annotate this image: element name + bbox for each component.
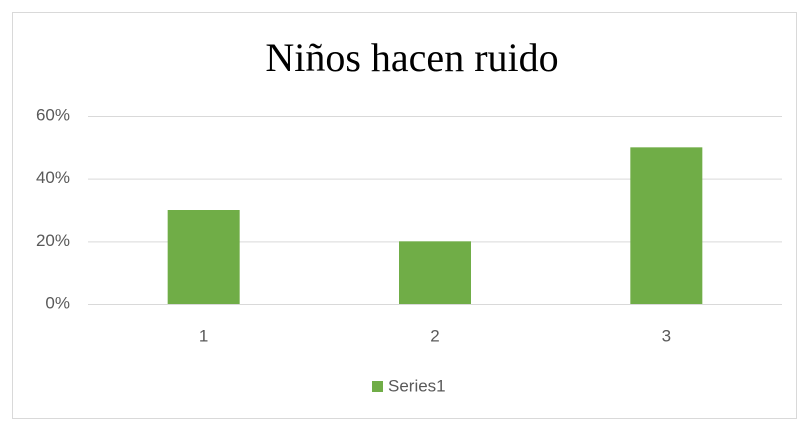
y-tick-label: 20% [36, 231, 70, 250]
bar [167, 210, 240, 304]
x-tick-label: 2 [430, 326, 439, 345]
bar [399, 241, 471, 304]
legend-label: Series1 [388, 376, 446, 395]
y-tick-label: 40% [36, 168, 70, 187]
x-tick-label: 3 [662, 326, 671, 345]
x-tick-label: 1 [199, 326, 208, 345]
y-tick-label: 60% [36, 105, 70, 124]
y-tick-label: 0% [45, 293, 70, 312]
chart-title: Niños hacen ruido [265, 35, 558, 80]
bar [630, 147, 703, 304]
legend-swatch [372, 381, 383, 392]
